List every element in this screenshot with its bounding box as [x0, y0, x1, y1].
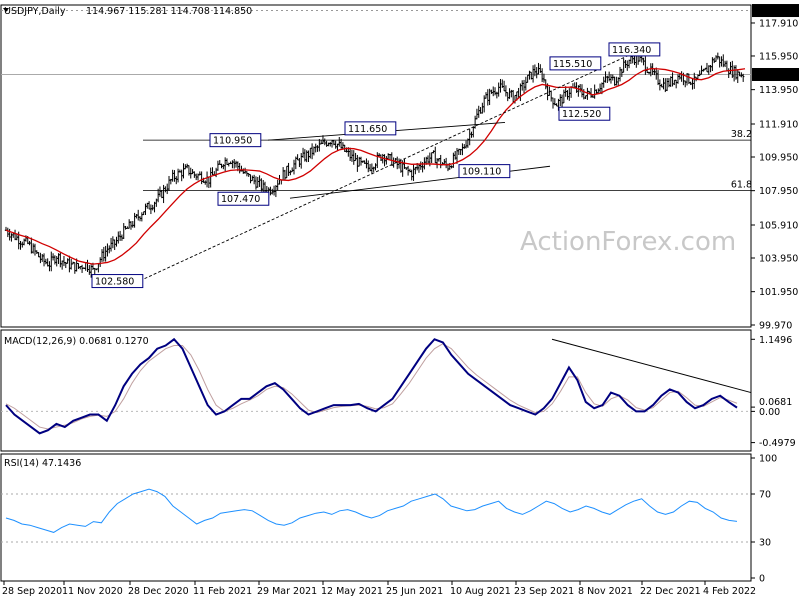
macd-title: MACD(12,26,9) 0.0681 0.1270 [4, 336, 149, 347]
rsi-axis-label: 0 [759, 574, 765, 585]
price-annotation-box [217, 191, 270, 206]
price-annotation-label: 107.470 [221, 194, 260, 205]
ohlc-readout: 114.967 115.281 114.708 114.850 [86, 6, 252, 17]
moving-average-line [5, 67, 746, 265]
rsi-axis-label: 30 [759, 538, 771, 549]
price-annotation-box [458, 164, 511, 179]
price-panel-frame [0, 4, 752, 328]
macd-axis-label: 0.00 [759, 407, 780, 418]
level-price-label: 118.650 [757, 6, 796, 17]
price-annotation-box [91, 274, 144, 289]
price-axis-label: 113.950 [759, 85, 798, 96]
fib-38-label: 38.2 [731, 129, 752, 140]
symbol-dropdown-icon [3, 8, 9, 12]
x-axis-label: 28 Sep 2020 [2, 586, 62, 597]
price-annotation-label: 111.650 [348, 124, 387, 135]
price-annotation-box [344, 121, 397, 136]
price-panel: 38.2 61.8 102.580 107.470 110.950 111.650 109.… [1, 10, 752, 289]
macd-axis-label: -0.4979 [759, 438, 796, 449]
x-axis-label: 4 Feb 2022 [703, 586, 756, 597]
price-annotation-box [608, 42, 661, 57]
price-annotation-label: 116.340 [612, 45, 651, 56]
chart-title: USDJPY,Daily [4, 6, 66, 17]
price-annotation-box [549, 56, 602, 71]
rsi-axis-label: 70 [759, 490, 771, 501]
macd-trendline [551, 338, 752, 394]
x-axis-label: 10 Aug 2021 [450, 586, 511, 597]
macd-panel [1, 337, 752, 435]
price-axis-label: 115.950 [759, 51, 798, 62]
fib-61-label: 61.8 [731, 180, 752, 191]
price-annotation-label: 115.510 [553, 59, 592, 70]
price-axis-label: 99.970 [759, 321, 792, 332]
x-axis-label: 23 Sep 2021 [514, 586, 574, 597]
watermark: ActionForex.com [520, 227, 736, 257]
macd-line [5, 337, 738, 435]
level-price-box [752, 4, 799, 18]
price-axis-label: 103.950 [759, 253, 798, 264]
price-axis-label: 111.910 [759, 119, 798, 130]
macd-signal-line [5, 343, 738, 430]
price-annotation-label: 109.110 [462, 167, 501, 178]
x-axis-label: 25 Jun 2021 [386, 586, 443, 597]
macd-axis-label: 0.0681 [759, 397, 792, 408]
rsi-line [5, 488, 738, 533]
rsi-panel-frame [0, 453, 752, 582]
macd-panel-frame [0, 329, 752, 452]
x-axis-label: 11 Nov 2020 [62, 586, 123, 597]
rsi-title: RSI(14) 47.1436 [4, 458, 81, 469]
x-axis-label: 11 Feb 2021 [193, 586, 252, 597]
x-axis-label: 28 Dec 2020 [128, 586, 189, 597]
x-axis-label: 8 Nov 2021 [578, 586, 633, 597]
price-axis-label: 101.950 [759, 287, 798, 298]
price-annotation-box [209, 133, 262, 148]
price-annotation-label: 102.580 [95, 277, 134, 288]
price-axis-label: 105.910 [759, 221, 798, 232]
price-annotation-label: 110.950 [213, 136, 252, 147]
price-axis-label: 109.950 [759, 152, 798, 163]
price-axis-label: 107.950 [759, 186, 798, 197]
price-annotation-label: 112.520 [562, 109, 601, 120]
x-axis-label: 12 May 2021 [321, 586, 383, 597]
current-price-label: 114.850 [757, 70, 796, 81]
price-axis-label: 117.910 [759, 18, 798, 29]
rsi-axis-label: 100 [759, 454, 777, 465]
current-price-box [752, 67, 799, 81]
macd-axis-label: 1.1496 [759, 335, 792, 346]
axes: 117.910 115.950 113.950 111.910 109.950 107.9… [2, 4, 799, 597]
price-annotation-box [558, 106, 611, 121]
rsi-panel [1, 488, 751, 543]
x-axis-label: 22 Dec 2021 [640, 586, 701, 597]
x-axis-label: 29 Mar 2021 [257, 586, 317, 597]
dashed-trendline [139, 49, 641, 282]
